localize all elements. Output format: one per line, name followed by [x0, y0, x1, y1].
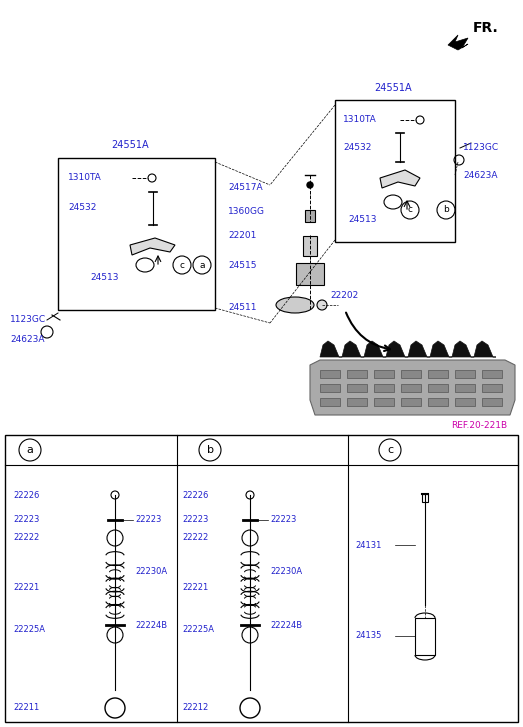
- Bar: [374, 370, 394, 378]
- Text: 24131: 24131: [355, 540, 381, 550]
- Circle shape: [307, 182, 313, 188]
- Text: 24532: 24532: [343, 143, 371, 153]
- Text: b: b: [443, 206, 449, 214]
- Text: 22224B: 22224B: [135, 621, 167, 630]
- Polygon shape: [320, 341, 496, 357]
- Text: 24532: 24532: [68, 203, 96, 212]
- Text: 22230A: 22230A: [135, 568, 167, 577]
- Circle shape: [317, 300, 327, 310]
- Text: 24511: 24511: [228, 303, 256, 313]
- Text: 22222: 22222: [13, 534, 39, 542]
- Polygon shape: [448, 35, 468, 50]
- Bar: [374, 384, 394, 392]
- Bar: [347, 398, 367, 406]
- Bar: [415, 618, 435, 655]
- Text: 22225A: 22225A: [13, 625, 45, 635]
- Text: 24135: 24135: [355, 632, 381, 640]
- Text: 24551A: 24551A: [111, 140, 149, 150]
- Text: 1123GC: 1123GC: [10, 316, 46, 324]
- Text: a: a: [199, 260, 204, 270]
- Text: 22201: 22201: [228, 231, 256, 241]
- Bar: [347, 384, 367, 392]
- Text: 22212: 22212: [182, 704, 208, 712]
- Text: 22223: 22223: [13, 515, 39, 524]
- Text: 22226: 22226: [13, 491, 39, 499]
- Bar: [401, 384, 421, 392]
- Bar: [482, 398, 502, 406]
- Polygon shape: [130, 238, 175, 255]
- Bar: [347, 370, 367, 378]
- Bar: [455, 384, 475, 392]
- Polygon shape: [380, 170, 420, 188]
- Bar: [303, 236, 317, 256]
- Bar: [482, 384, 502, 392]
- Bar: [422, 494, 428, 502]
- Text: REF.20-221B: REF.20-221B: [451, 420, 507, 430]
- Bar: [320, 398, 340, 406]
- Text: 24513: 24513: [90, 273, 119, 281]
- Text: 24551A: 24551A: [374, 83, 412, 93]
- Text: 24515: 24515: [228, 260, 256, 270]
- Text: c: c: [387, 445, 393, 455]
- Text: 22223: 22223: [135, 515, 162, 524]
- Bar: [296, 263, 324, 285]
- Bar: [320, 384, 340, 392]
- Text: 24623A: 24623A: [463, 171, 497, 180]
- Text: a: a: [27, 445, 33, 455]
- Text: b: b: [207, 445, 213, 455]
- Text: 24513: 24513: [348, 215, 377, 225]
- Text: 22230A: 22230A: [270, 568, 302, 577]
- Bar: [428, 398, 448, 406]
- Text: 24623A: 24623A: [10, 335, 44, 345]
- Bar: [455, 370, 475, 378]
- Text: 22226: 22226: [182, 491, 208, 499]
- Text: 1310TA: 1310TA: [68, 174, 102, 182]
- Bar: [482, 370, 502, 378]
- Text: 22224B: 22224B: [270, 621, 302, 630]
- Text: 22223: 22223: [270, 515, 297, 524]
- Bar: [428, 384, 448, 392]
- Ellipse shape: [276, 297, 314, 313]
- Text: 24517A: 24517A: [228, 183, 263, 193]
- Text: 1310TA: 1310TA: [343, 116, 377, 124]
- Polygon shape: [310, 360, 515, 415]
- Text: 22221: 22221: [182, 584, 208, 593]
- Bar: [401, 398, 421, 406]
- Bar: [374, 398, 394, 406]
- Circle shape: [111, 491, 119, 499]
- Bar: [5, 435, 518, 722]
- Bar: [335, 100, 455, 242]
- Text: FR.: FR.: [473, 21, 499, 35]
- Bar: [58, 158, 215, 310]
- Text: c: c: [407, 206, 413, 214]
- Text: 1360GG: 1360GG: [228, 207, 265, 217]
- Text: 22223: 22223: [182, 515, 208, 524]
- Circle shape: [246, 491, 254, 499]
- Bar: [428, 370, 448, 378]
- Bar: [401, 370, 421, 378]
- Text: 22221: 22221: [13, 584, 39, 593]
- Text: c: c: [179, 260, 185, 270]
- Bar: [455, 398, 475, 406]
- Text: 22222: 22222: [182, 534, 208, 542]
- Text: 22225A: 22225A: [182, 625, 214, 635]
- Text: 1123GC: 1123GC: [463, 143, 499, 153]
- Text: 22211: 22211: [13, 704, 39, 712]
- Bar: [320, 370, 340, 378]
- Bar: [305, 210, 315, 222]
- Text: 22202: 22202: [330, 292, 358, 300]
